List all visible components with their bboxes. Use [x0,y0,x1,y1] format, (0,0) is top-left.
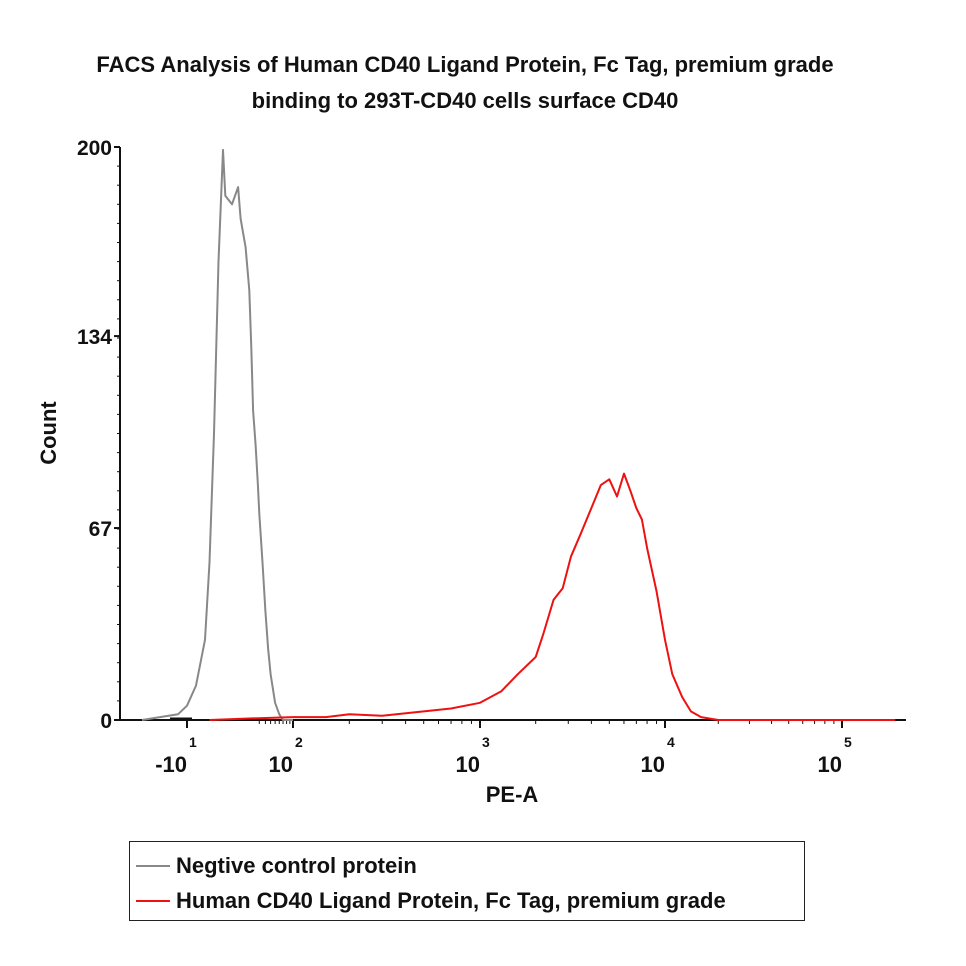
legend-swatch-gray [136,865,170,867]
x-tick-label-base: 10 [269,752,293,777]
legend: Negtive control protein Human CD40 Ligan… [129,841,805,921]
x-tick-label-base: 10 [641,752,665,777]
legend-swatch-red [136,900,170,902]
x-tick-label-base: 10 [818,752,842,777]
legend-label-cd40-ligand: Human CD40 Ligand Protein, Fc Tag, premi… [176,888,726,913]
chart-title-line-2: binding to 293T-CD40 cells surface CD40 [251,88,679,113]
x-tick-label-base: -10 [155,752,187,777]
series-line-cd40-ligand [209,472,896,721]
y-tick-label: 67 [89,518,112,541]
x-tick-label-exponent: 5 [844,734,852,750]
legend-item-cd40-ligand: Human CD40 Ligand Protein, Fc Tag, premi… [136,886,726,916]
x-tick-label-exponent: 1 [189,734,197,750]
y-tick-label: 0 [100,710,112,733]
y-axis-label: Count [36,401,61,465]
series-line-negative-control [141,148,293,721]
y-tick-label: 134 [77,326,112,349]
x-axis-label: PE-A [486,782,539,807]
x-tick-label-exponent: 3 [482,734,490,750]
x-tick-label-exponent: 2 [295,734,303,750]
x-tick-label-exponent: 4 [667,734,675,750]
legend-item-negative-control: Negtive control protein [136,851,417,881]
chart-title-line-1: FACS Analysis of Human CD40 Ligand Prote… [96,52,834,77]
y-tick-label: 200 [77,137,112,160]
x-tick-label-base: 10 [456,752,480,777]
legend-label-negative-control: Negtive control protein [176,853,417,878]
